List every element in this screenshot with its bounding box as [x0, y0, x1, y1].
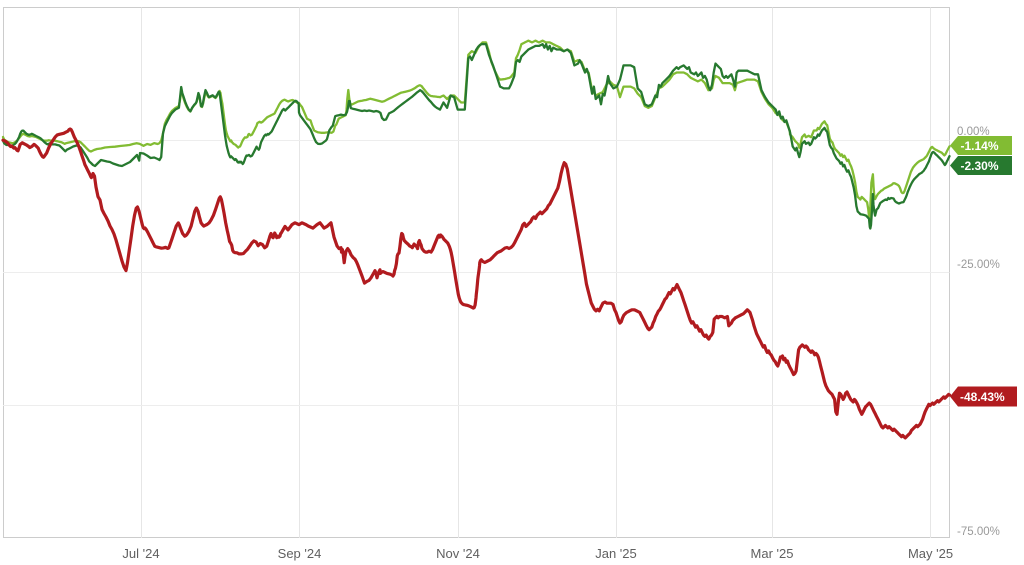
- svg-text:Jul '24: Jul '24: [122, 546, 159, 561]
- svg-text:-25.00%: -25.00%: [957, 259, 1000, 271]
- svg-text:-75.00%: -75.00%: [957, 526, 1000, 538]
- svg-text:Mar '25: Mar '25: [751, 546, 794, 561]
- svg-text:-48.43%: -48.43%: [960, 390, 1005, 404]
- svg-text:Jan '25: Jan '25: [595, 546, 637, 561]
- svg-text:0.00%: 0.00%: [957, 126, 990, 138]
- svg-text:-2.30%: -2.30%: [961, 159, 999, 173]
- svg-text:May '25: May '25: [908, 546, 953, 561]
- svg-text:Nov '24: Nov '24: [436, 546, 480, 561]
- svg-text:Sep '24: Sep '24: [278, 546, 322, 561]
- svg-text:-1.14%: -1.14%: [961, 139, 999, 153]
